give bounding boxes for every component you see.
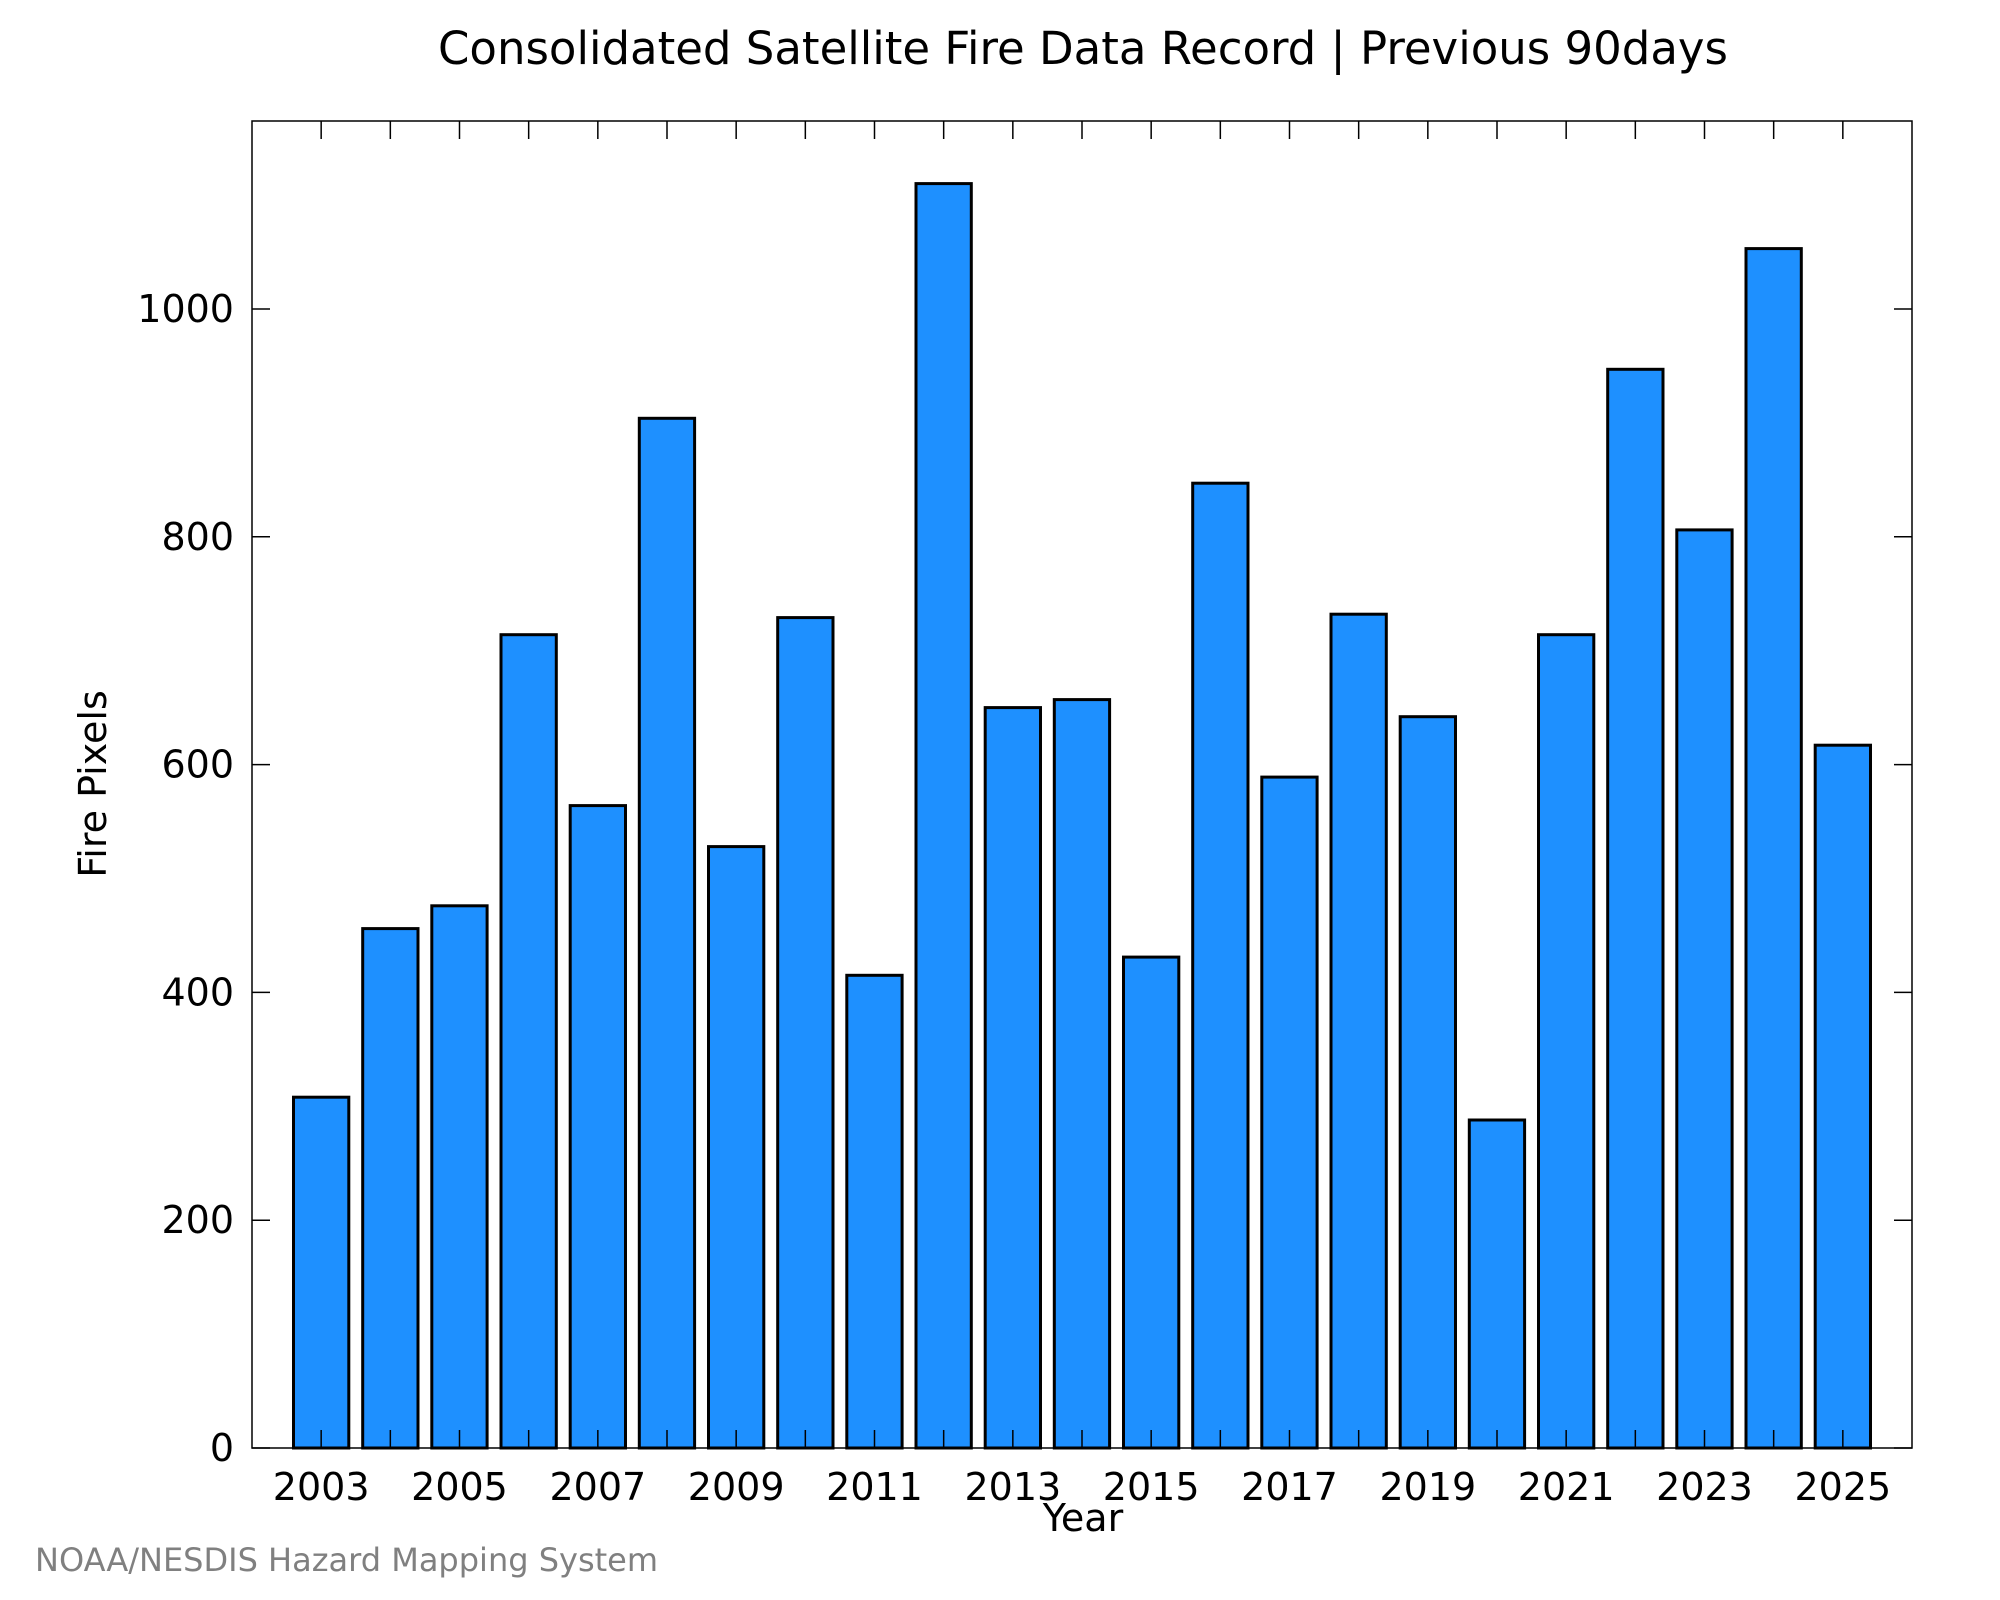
bar-2005	[430, 904, 489, 1450]
bar-2007	[568, 804, 628, 1450]
bar-2004	[361, 927, 420, 1450]
x-tick-label: 2019	[1379, 1465, 1476, 1509]
x-tick-label: 2025	[1794, 1465, 1891, 1509]
bar-series	[292, 182, 1872, 1450]
y-tick-label: 800	[161, 515, 234, 559]
x-tick-label: 2011	[826, 1465, 923, 1509]
x-tick-label: 2015	[1103, 1465, 1200, 1509]
bar-2003	[292, 1095, 351, 1450]
x-tick-label: 2013	[964, 1465, 1061, 1509]
bar-2019	[1398, 715, 1457, 1450]
x-tick-label: 2005	[411, 1465, 508, 1509]
bar-2011	[845, 973, 904, 1450]
x-tick-label: 2003	[273, 1465, 370, 1509]
bar-2009	[707, 845, 766, 1450]
bar-2015	[1122, 955, 1181, 1450]
bar-2018	[1329, 612, 1388, 1450]
y-axis-label: Fire Pixels	[71, 690, 115, 878]
y-axis: 0 200 400 600 800 1000	[137, 287, 1912, 1470]
bar-2017	[1260, 775, 1319, 1450]
source-credit: NOAA/NESDIS Hazard Mapping System	[35, 1541, 658, 1579]
y-tick-label: 0	[210, 1426, 234, 1470]
bar-2024	[1744, 247, 1803, 1450]
bar-2020	[1467, 1118, 1527, 1450]
bar-2022	[1606, 367, 1665, 1450]
bar-2025	[1813, 743, 1872, 1450]
y-tick-label: 200	[161, 1198, 234, 1242]
x-tick-label: 2009	[688, 1465, 785, 1509]
y-tick-label: 400	[161, 970, 234, 1014]
x-axis: 2003 2005 2007 2009 2011 2013 2015 2017 2019 2021…	[273, 121, 1891, 1509]
y-tick-label: 1000	[137, 287, 234, 331]
x-tick-label: 2007	[549, 1465, 646, 1509]
x-tick-label: 2023	[1656, 1465, 1753, 1509]
chart-title: Consolidated Satellite Fire Data Record …	[438, 22, 1728, 75]
x-tick-label: 2021	[1518, 1465, 1615, 1509]
bar-2006	[499, 633, 558, 1450]
bar-2014	[1052, 698, 1112, 1450]
x-axis-label: Year	[1042, 1496, 1124, 1540]
bar-2023	[1675, 528, 1734, 1450]
x-tick-label: 2017	[1241, 1465, 1338, 1509]
bar-2016	[1191, 481, 1250, 1450]
bar-2008	[637, 416, 697, 1450]
bar-2012	[914, 182, 973, 1450]
bar-2021	[1537, 633, 1596, 1450]
y-tick-label: 600	[161, 743, 234, 787]
bar-2010	[776, 616, 835, 1450]
bar-2013	[983, 706, 1043, 1450]
